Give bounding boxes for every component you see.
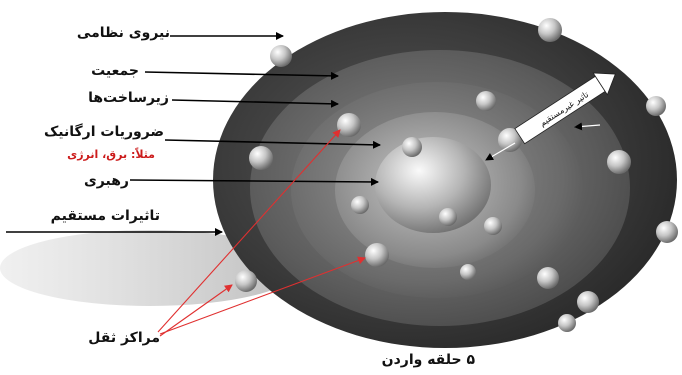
ball xyxy=(337,113,361,137)
ball xyxy=(607,150,631,174)
label-leadership: رهبری xyxy=(83,173,129,189)
ball xyxy=(498,128,522,152)
diagram-caption: ۵ حلقه واردن xyxy=(381,352,475,368)
ball xyxy=(538,18,562,42)
label-population: جمعیت xyxy=(91,63,139,79)
label-organic-example: مثلاً: برق، انرژی xyxy=(67,148,155,161)
label-strategic-forces: نیروی نظامی xyxy=(76,25,170,41)
ball xyxy=(460,264,476,280)
ball xyxy=(365,243,389,267)
gravity-arrows xyxy=(157,129,366,337)
ring-leadership-core xyxy=(375,137,491,233)
ball xyxy=(402,137,422,157)
ball xyxy=(235,270,257,292)
ball xyxy=(537,267,559,289)
label-direct-effects: تاثیرات مستقیم xyxy=(50,208,160,224)
ball xyxy=(558,314,576,332)
label-organic-essentials: ضروریات ارگانیک xyxy=(43,124,164,140)
inner-arrows xyxy=(485,122,601,161)
label-infrastructure: زیرساخت‌ها xyxy=(88,90,169,106)
ball xyxy=(439,208,457,226)
ball xyxy=(351,196,369,214)
ball xyxy=(484,217,502,235)
label-centers-of-gravity: مراکز ثقل xyxy=(88,330,160,346)
gravity-centers xyxy=(235,18,678,332)
ball xyxy=(577,291,599,313)
ball xyxy=(249,146,273,170)
ball xyxy=(476,91,496,111)
ball xyxy=(646,96,666,116)
pointer-lines xyxy=(6,32,381,236)
ball xyxy=(656,221,678,243)
ball xyxy=(270,45,292,67)
